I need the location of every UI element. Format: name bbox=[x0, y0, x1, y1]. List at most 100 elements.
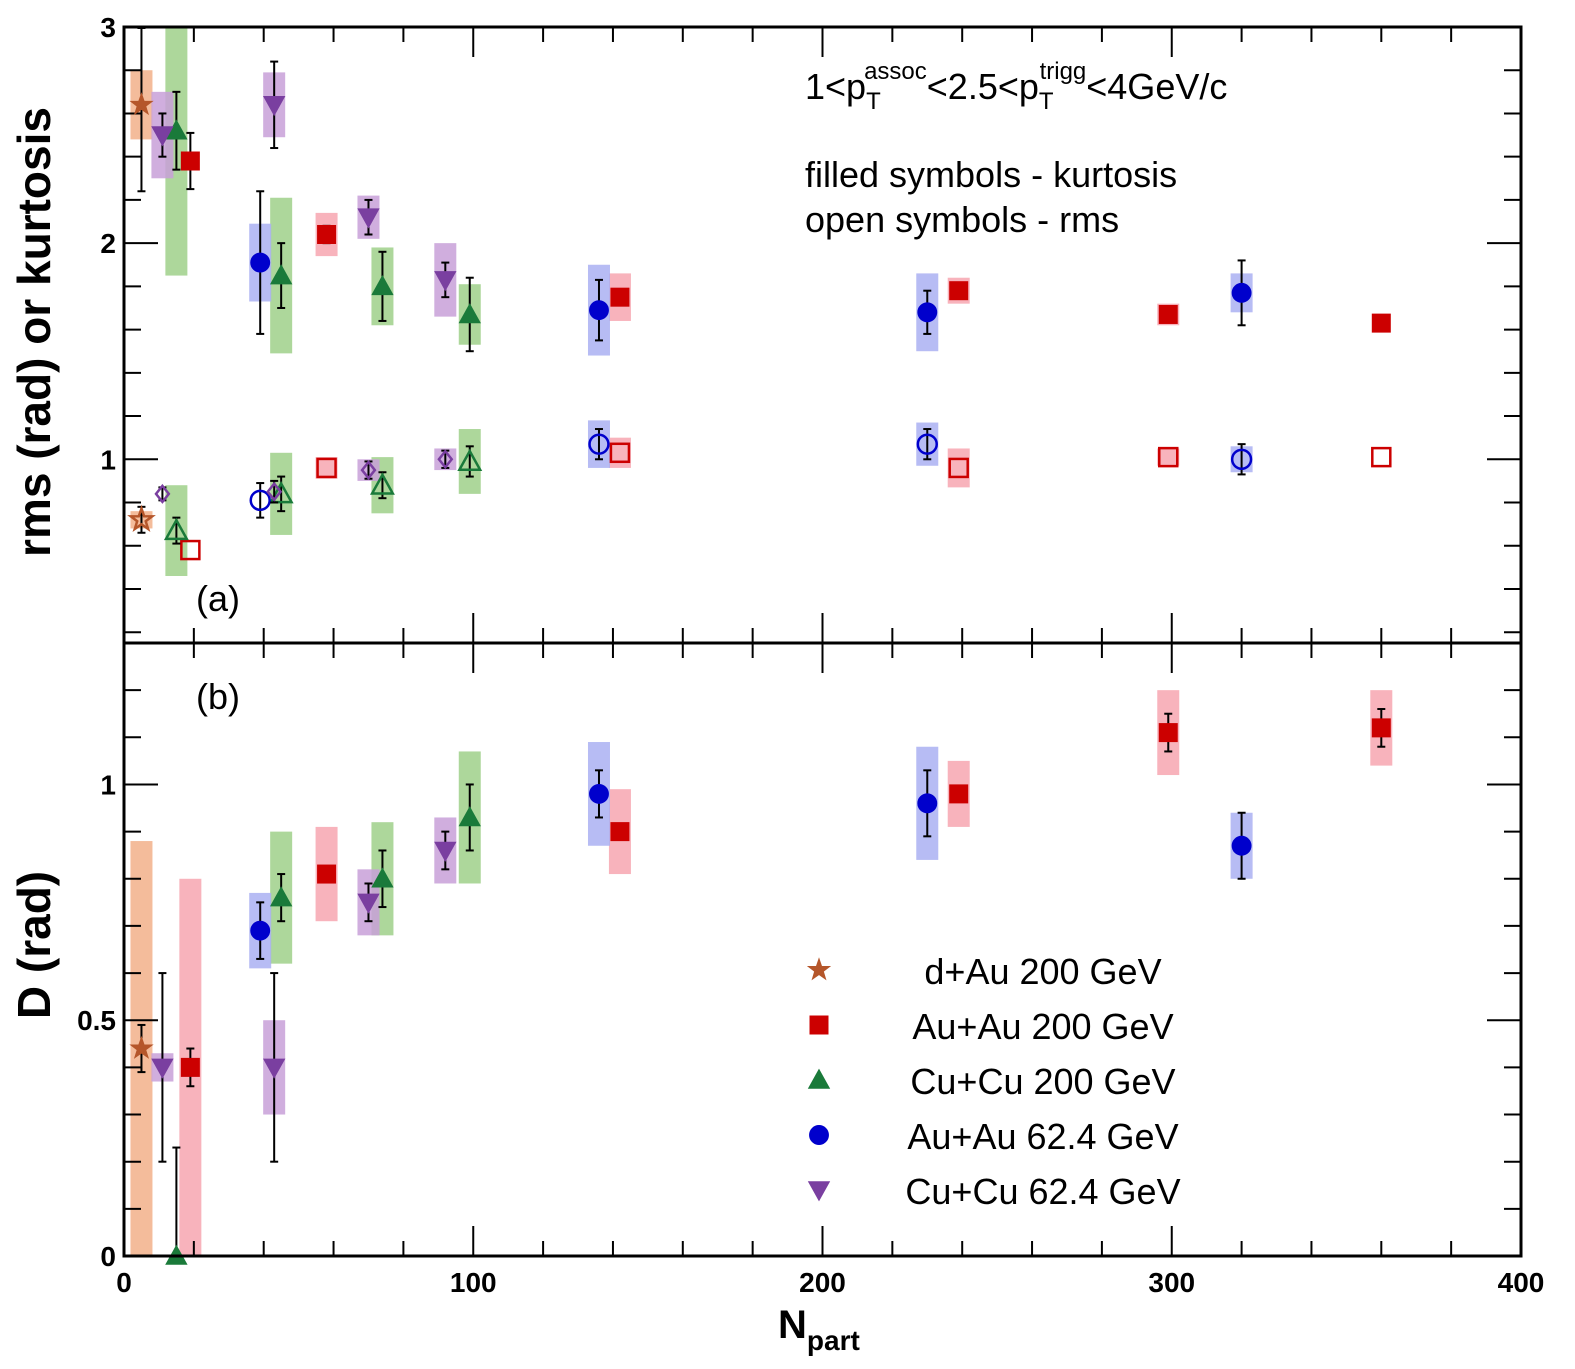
x-tick-label: 0 bbox=[116, 1267, 132, 1298]
panel-b: 0 0.5 1 0 100 200 300 400 (b) D (rad) bbox=[8, 642, 1545, 1298]
a-rms-s4-point-1 bbox=[266, 481, 283, 502]
a-rms-s1-point-3 bbox=[948, 457, 969, 479]
a-rms-s3-point-3 bbox=[1230, 448, 1253, 470]
a-rms-s2-point-1 bbox=[268, 480, 294, 504]
x-tick-label: 300 bbox=[1148, 1267, 1195, 1298]
b-s1-point-4 bbox=[1158, 723, 1178, 743]
a-rms-s2-point-0 bbox=[163, 517, 189, 541]
a-rms-s4-point-2 bbox=[360, 460, 377, 481]
legend-item: d+Au 200 GeV bbox=[806, 951, 1162, 992]
b-s1-point-2 bbox=[610, 822, 630, 842]
y-tick-label: 2 bbox=[100, 228, 116, 259]
x-tick-label: 400 bbox=[1498, 1267, 1545, 1298]
a-kurtosis-s1-point-2 bbox=[610, 287, 630, 307]
a-kurtosis-s1-point-0 bbox=[180, 151, 200, 171]
a-kurtosis-s1-point-1 bbox=[317, 224, 337, 244]
b-s0-point-0 bbox=[129, 1035, 154, 1059]
annotation-sub1: T bbox=[866, 88, 881, 115]
b-s2-point-3 bbox=[458, 806, 481, 827]
a-rms-s1-sys-box-1 bbox=[315, 457, 338, 479]
a-rms-s1-sys-box-2 bbox=[608, 437, 631, 468]
kinematic-annotation: 1<pTassoc<2.5<pTtrigg<4GeV/c bbox=[805, 58, 1227, 115]
annotation-sup1: assoc bbox=[864, 58, 927, 85]
a-kurtosis-s3-point-2 bbox=[917, 302, 938, 323]
b-s1-point-3 bbox=[949, 784, 969, 804]
a-rms-s3-point-0 bbox=[249, 489, 271, 512]
b-s4-point-2 bbox=[357, 893, 380, 914]
a-kurtosis-s3-point-0 bbox=[250, 252, 271, 273]
a-rms-s2-point-2 bbox=[369, 472, 395, 495]
y-tick-label: 0.5 bbox=[77, 1005, 116, 1036]
annotation-sub2: T bbox=[1039, 88, 1054, 115]
a-kurtosis-s4-point-2 bbox=[357, 208, 380, 229]
x-axis-title: Npart bbox=[778, 1303, 860, 1356]
annotation-tail: <4GeV/c bbox=[1086, 66, 1227, 107]
b-s1-point-0 bbox=[180, 1057, 200, 1077]
a-rms-s0-point-0 bbox=[127, 504, 156, 533]
legend-marker bbox=[809, 1015, 829, 1035]
b-s3-point-0 bbox=[250, 920, 271, 941]
legend-label: Cu+Cu 200 GeV bbox=[910, 1061, 1175, 1102]
a-kurtosis-s4-point-0 bbox=[151, 126, 174, 147]
y-tick-label: 1 bbox=[100, 769, 116, 800]
b-s2-point-2 bbox=[371, 867, 394, 888]
a-kurtosis-s3-point-3 bbox=[1231, 282, 1252, 303]
b-s1-point-5 bbox=[1371, 718, 1391, 738]
a-rms-s1-sys-box-4 bbox=[1157, 448, 1180, 466]
a-rms-s2-point-3 bbox=[457, 448, 483, 471]
y-tick-label: 3 bbox=[100, 12, 116, 43]
b-s3-point-3 bbox=[1231, 835, 1252, 856]
panel-a: 123 (a) 1<pTassoc<2.5<pTtrigg<4GeV/c fil… bbox=[8, 12, 1522, 643]
annotation-mid: <2.5<p bbox=[927, 66, 1039, 107]
legend-marker bbox=[807, 1181, 831, 1202]
note-open: open symbols - rms bbox=[805, 199, 1119, 240]
a-kurtosis-s2-point-3 bbox=[458, 303, 481, 324]
a-kurtosis-s4-point-1 bbox=[262, 96, 286, 117]
legend-marker bbox=[807, 1068, 831, 1089]
a-kurtosis-s2-point-2 bbox=[371, 274, 394, 296]
a-kurtosis-s1-point-5 bbox=[1371, 313, 1391, 333]
a-kurtosis-s1-point-4 bbox=[1158, 304, 1178, 324]
y-axis-title-b: D (rad) bbox=[8, 871, 60, 1019]
annotation-lead: 1<p bbox=[805, 66, 866, 107]
b-s3-point-1 bbox=[589, 783, 609, 804]
a-rms-s4-point-3 bbox=[437, 449, 454, 470]
a-rms-s1-point-0 bbox=[180, 539, 201, 561]
b-s4-point-0 bbox=[151, 1058, 174, 1079]
b-s3-point-2 bbox=[917, 793, 938, 814]
a-rms-s1-point-5 bbox=[1371, 446, 1392, 468]
panel-a-label: (a) bbox=[196, 578, 240, 619]
a-kurtosis-s1-point-3 bbox=[949, 281, 969, 301]
legend: d+Au 200 GeV Au+Au 200 GeV Cu+Cu 200 GeV Au… bbox=[806, 951, 1181, 1212]
a-rms-s4-point-0 bbox=[154, 483, 171, 504]
legend-label: d+Au 200 GeV bbox=[924, 951, 1161, 992]
legend-item: Au+Au 62.4 GeV bbox=[809, 1116, 1179, 1157]
panel-b-frame bbox=[122, 641, 1523, 1258]
b-s4-point-1 bbox=[262, 1058, 286, 1079]
y-tick-label: 0 bbox=[100, 1241, 116, 1272]
b-s2-point-1 bbox=[269, 886, 293, 907]
legend-marker bbox=[806, 957, 832, 981]
y-axis-title-a: rms (rad) or kurtosis bbox=[8, 107, 60, 557]
a-kurtosis-s4-point-3 bbox=[434, 271, 457, 292]
legend-label: Au+Au 200 GeV bbox=[912, 1006, 1173, 1047]
a-rms-s3-error-bar-0 bbox=[256, 482, 265, 519]
legend-item: Au+Au 200 GeV bbox=[809, 1006, 1174, 1047]
a-kurtosis-s3-point-1 bbox=[589, 300, 609, 321]
x-axis-title-sub: part bbox=[807, 1325, 860, 1356]
a-rms-s3-point-2 bbox=[916, 433, 938, 455]
y-tick-label: 1 bbox=[100, 444, 116, 475]
legend-label: Cu+Cu 62.4 GeV bbox=[905, 1171, 1180, 1212]
a-rms-s1-point-4 bbox=[1158, 446, 1179, 468]
legend-item: Cu+Cu 62.4 GeV bbox=[807, 1171, 1181, 1212]
panel-b-label: (b) bbox=[196, 676, 240, 717]
x-axis-title-main: N bbox=[778, 1303, 807, 1347]
a-kurtosis-s2-point-1 bbox=[269, 264, 293, 285]
legend-marker bbox=[809, 1125, 829, 1145]
b-s1-point-1 bbox=[317, 864, 337, 884]
a-rms-s1-point-2 bbox=[609, 442, 631, 464]
legend-item: Cu+Cu 200 GeV bbox=[807, 1061, 1176, 1102]
a-rms-s1-point-1 bbox=[316, 457, 337, 479]
x-tick-label: 200 bbox=[799, 1267, 846, 1298]
